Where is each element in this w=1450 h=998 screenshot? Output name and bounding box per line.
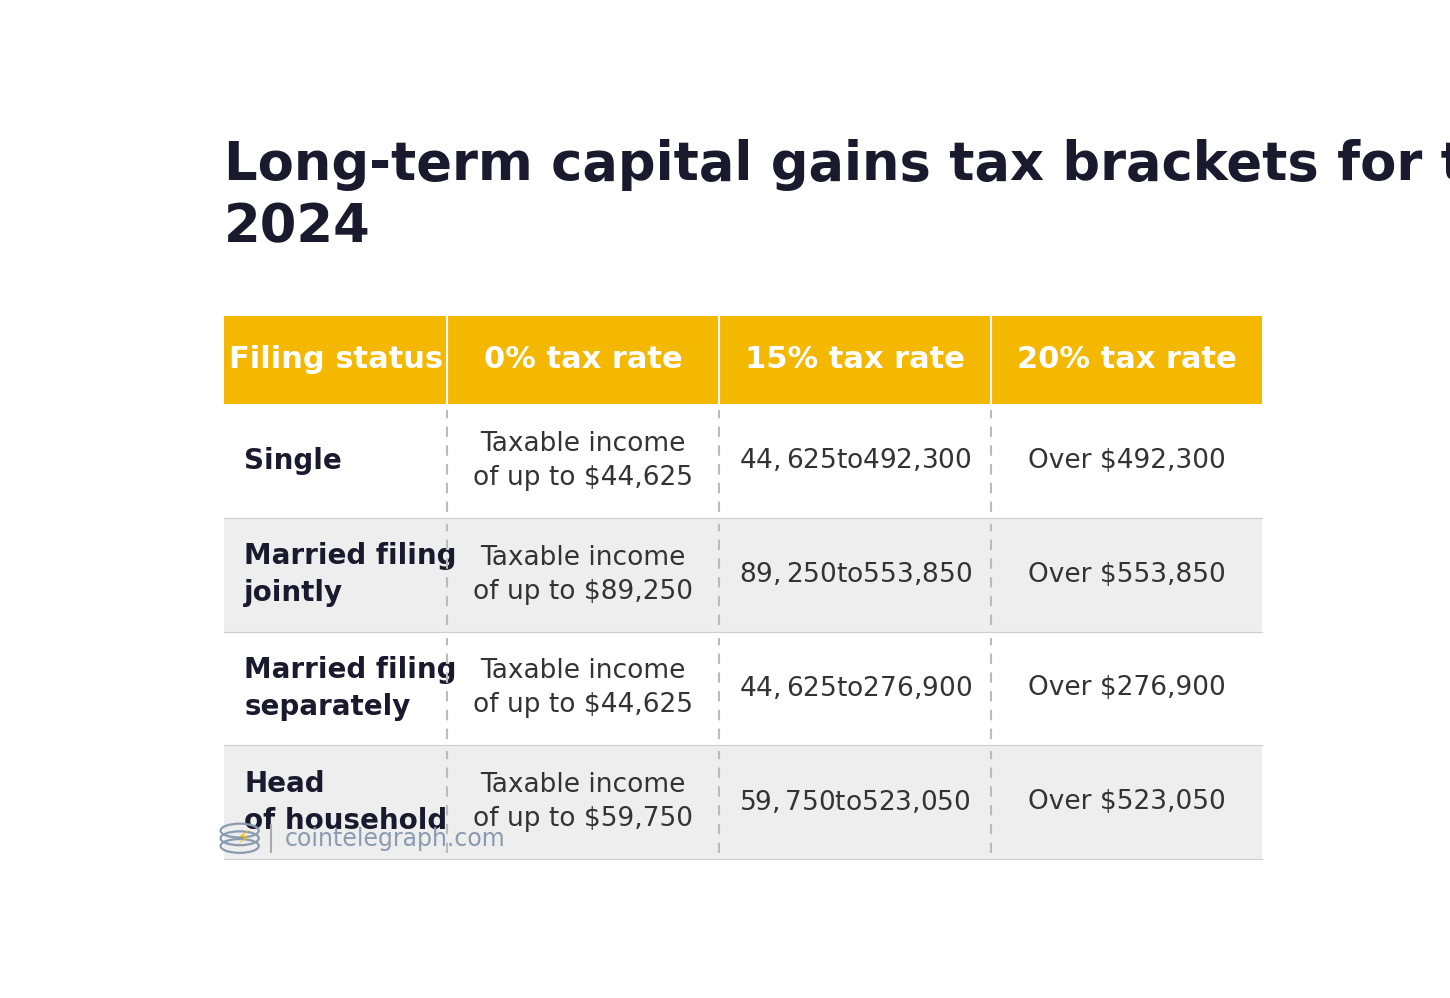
Text: $89,250 to $553,850: $89,250 to $553,850	[738, 561, 972, 588]
Text: 15% tax rate: 15% tax rate	[745, 345, 966, 374]
Text: Taxable income
of up to $44,625: Taxable income of up to $44,625	[473, 659, 693, 719]
Text: Head
of household: Head of household	[244, 769, 448, 834]
Text: ⚡: ⚡	[236, 828, 249, 847]
Text: Over $276,900: Over $276,900	[1028, 676, 1225, 702]
Bar	[223, 315, 1263, 404]
Text: Over $492,300: Over $492,300	[1028, 448, 1225, 474]
Text: Single: Single	[244, 447, 342, 475]
Text: Taxable income
of up to $89,250: Taxable income of up to $89,250	[473, 545, 693, 605]
Text: Over $523,050: Over $523,050	[1028, 789, 1225, 815]
Text: $44,625 to $276,900: $44,625 to $276,900	[738, 675, 972, 702]
Text: 20% tax rate: 20% tax rate	[1016, 345, 1237, 374]
Text: Taxable income
of up to $44,625: Taxable income of up to $44,625	[473, 431, 693, 491]
Text: $59,750 to $523,050: $59,750 to $523,050	[740, 788, 972, 815]
Text: Long-term capital gains tax brackets for taxes due in
2024: Long-term capital gains tax brackets for…	[223, 139, 1450, 253]
Bar	[223, 632, 1263, 746]
Text: 0% tax rate: 0% tax rate	[484, 345, 683, 374]
Text: $44,625 to $492,300: $44,625 to $492,300	[740, 447, 972, 474]
Bar	[223, 746, 1263, 859]
Bar	[223, 518, 1263, 632]
Text: Married filing
separately: Married filing separately	[244, 656, 457, 721]
Text: Filing status: Filing status	[229, 345, 442, 374]
Text: Taxable income
of up to $59,750: Taxable income of up to $59,750	[473, 772, 693, 832]
Text: Over $553,850: Over $553,850	[1028, 562, 1225, 588]
Bar	[223, 404, 1263, 518]
Text: Married filing
jointly: Married filing jointly	[244, 542, 457, 607]
Text: cointelegraph.com: cointelegraph.com	[284, 827, 506, 851]
